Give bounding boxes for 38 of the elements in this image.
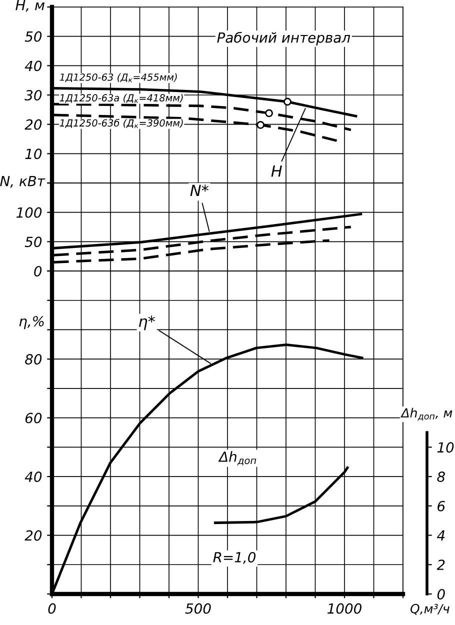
y-tick-label: 50 bbox=[24, 31, 42, 42]
y2-tick-label: 10 bbox=[437, 442, 454, 453]
y2-tick-label: 0 bbox=[437, 588, 445, 600]
point bbox=[265, 109, 273, 118]
y-axis-title: η,% bbox=[19, 316, 44, 330]
y2-tick-label: 6 bbox=[438, 500, 445, 512]
y-tick-label: 60 bbox=[25, 412, 42, 424]
y-tick-label: 40 bbox=[24, 472, 42, 482]
x-tick-label: 1000 bbox=[328, 603, 362, 614]
x-tick-label: 500 bbox=[185, 603, 211, 614]
x-tick-label: 0 bbox=[48, 603, 56, 614]
y2-tick-label: 8 bbox=[437, 472, 445, 482]
y2-tick-label: 2 bbox=[436, 560, 445, 570]
x-axis-title: Q,м³/ч bbox=[410, 604, 450, 615]
series-label: 1Д1250-63а (Д$_{к}$=418мм) bbox=[60, 94, 183, 103]
annotation: Δh$_{доп}$ bbox=[218, 451, 256, 466]
annotation: N* bbox=[190, 184, 208, 196]
y-tick-label: 50 bbox=[24, 236, 42, 248]
y2-tick-label: 4 bbox=[436, 530, 445, 541]
annotation: H bbox=[271, 166, 282, 177]
annotation: Рабочий интервал bbox=[217, 32, 350, 46]
y-tick-label: 30 bbox=[24, 90, 42, 100]
y2-axis-title: Δh$_{доп}$, м bbox=[400, 408, 452, 421]
point bbox=[284, 98, 292, 106]
y-tick-label: 0 bbox=[34, 266, 42, 276]
annotation: η* bbox=[138, 316, 155, 330]
y-tick-label: 10 bbox=[25, 148, 42, 160]
annotation: R=1,0 bbox=[213, 552, 256, 564]
series-label: 1Д1250-63б (Д$_{к}$=390мм) bbox=[60, 118, 183, 128]
y-axis-title: H, м bbox=[16, 0, 44, 12]
y-tick-label: 40 bbox=[24, 60, 42, 72]
y-tick-label: 20 bbox=[24, 530, 42, 541]
y-tick-label: 20 bbox=[24, 119, 42, 130]
y-tick-label: 80 bbox=[25, 354, 42, 365]
y-axis-title: N, кВт bbox=[0, 176, 46, 188]
series-label: 1Д1250-63 (Д$_{к}$=455мм) bbox=[60, 73, 177, 82]
y-tick-label: 100 bbox=[16, 207, 42, 218]
point bbox=[256, 120, 265, 129]
